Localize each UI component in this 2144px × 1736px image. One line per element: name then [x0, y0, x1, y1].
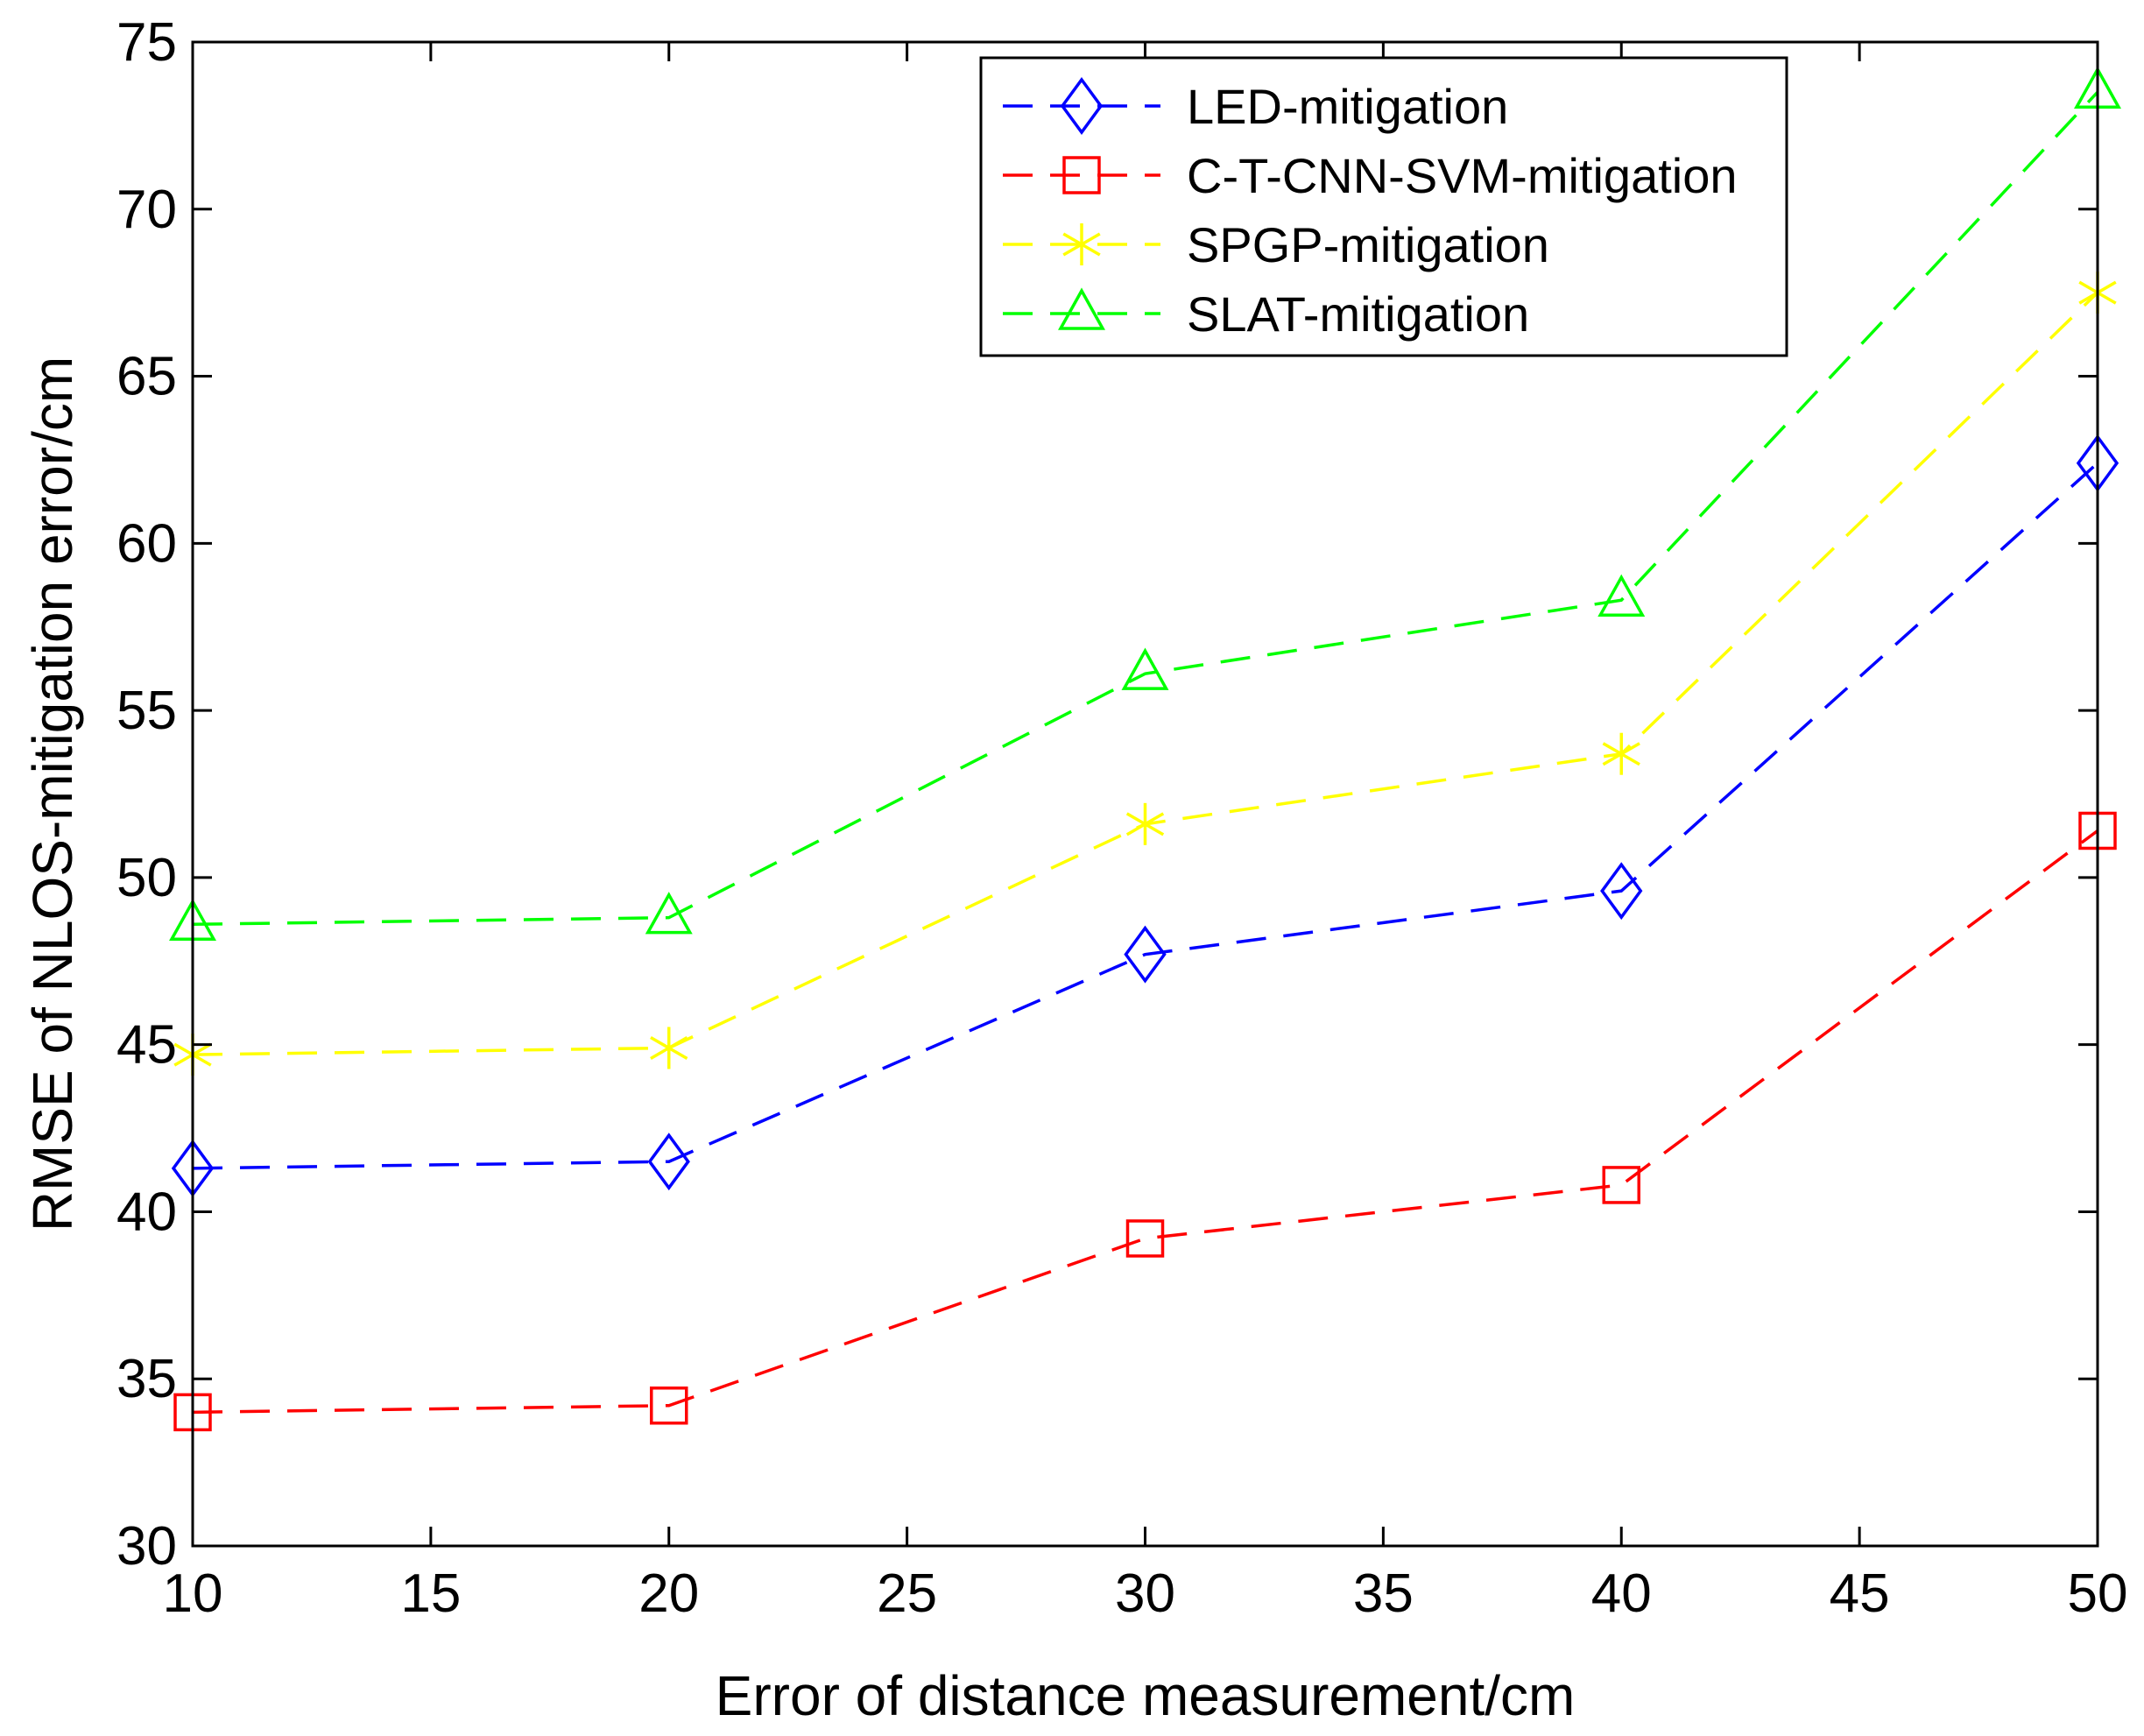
- data-point-marker: [650, 1386, 688, 1425]
- tick-layer: [191, 40, 2099, 1548]
- y-tick-label: 75: [116, 12, 177, 73]
- legend-label: SPGP-mitigation: [1187, 217, 1549, 272]
- data-point-marker: [1121, 647, 1169, 690]
- x-tick-label: 15: [400, 1563, 461, 1624]
- data-point-marker: [645, 892, 693, 935]
- legend-label: C-T-CNN-SVM-mitigation: [1187, 148, 1738, 203]
- legend-marker: [1060, 77, 1104, 135]
- y-tick-label: 70: [116, 180, 177, 240]
- data-point-marker: [1602, 732, 1640, 775]
- x-tick-label: 30: [1115, 1563, 1175, 1624]
- series-line: [192, 829, 2099, 1415]
- x-tick-label: 45: [1830, 1563, 1890, 1624]
- legend-item: C-T-CNN-SVM-mitigation: [1003, 148, 1738, 203]
- y-tick-label: 65: [116, 347, 177, 407]
- x-tick-label: 40: [1591, 1563, 1652, 1624]
- series-line: [192, 462, 2099, 1170]
- data-point-marker: [650, 1027, 688, 1069]
- y-axis-title: RMSE of NLOS-mitigation error/cm: [21, 356, 84, 1231]
- y-tick-label: 30: [116, 1516, 177, 1577]
- legend: LED-mitigation C-T-CNN-SVM-mitigation SPGP…: [979, 56, 1788, 357]
- y-tick-labels: 30 35 40 45 50 55 60 65 70 75: [116, 12, 177, 1577]
- x-axis-title: Error of distance measurement/cm: [716, 1664, 1576, 1727]
- data-point-marker: [1124, 925, 1167, 984]
- legend-marker: [1062, 156, 1101, 194]
- x-tick-labels: 10 15 20 25 30 35 40 45 50: [163, 1563, 2128, 1624]
- data-point-marker: [647, 1133, 690, 1191]
- legend-item: SLAT-mitigation: [1003, 286, 1529, 342]
- data-point-marker: [1600, 862, 1643, 921]
- y-tick-label: 40: [116, 1182, 177, 1242]
- legend-item: LED-mitigation: [1003, 77, 1508, 135]
- legend-marker: [1058, 287, 1105, 330]
- series-line: [192, 91, 2099, 927]
- legend-label: SLAT-mitigation: [1187, 286, 1529, 342]
- legend-item: SPGP-mitigation: [1003, 217, 1549, 272]
- legend-marker: [1062, 223, 1101, 265]
- x-tick-label: 20: [638, 1563, 699, 1624]
- data-point-marker: [1125, 1219, 1165, 1258]
- data-point-marker: [1602, 1166, 1640, 1204]
- x-tick-label: 25: [877, 1563, 937, 1624]
- y-tick-label: 55: [116, 681, 177, 741]
- legend-label: LED-mitigation: [1187, 79, 1508, 134]
- data-point-marker: [1597, 574, 1646, 617]
- x-tick-label: 50: [2068, 1563, 2128, 1624]
- series-layer: [169, 66, 2121, 1432]
- x-tick-label: 10: [163, 1563, 223, 1624]
- x-tick-label: 35: [1353, 1563, 1414, 1624]
- y-tick-label: 60: [116, 513, 177, 574]
- data-point-marker: [1125, 802, 1165, 845]
- y-tick-label: 35: [116, 1349, 177, 1409]
- y-tick-label: 45: [116, 1015, 177, 1076]
- y-tick-label: 50: [116, 848, 177, 908]
